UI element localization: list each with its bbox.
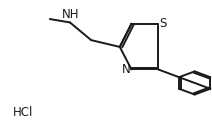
Text: S: S <box>160 17 167 30</box>
Text: N: N <box>122 63 131 76</box>
Text: NH: NH <box>62 8 80 21</box>
Text: HCl: HCl <box>13 106 33 119</box>
